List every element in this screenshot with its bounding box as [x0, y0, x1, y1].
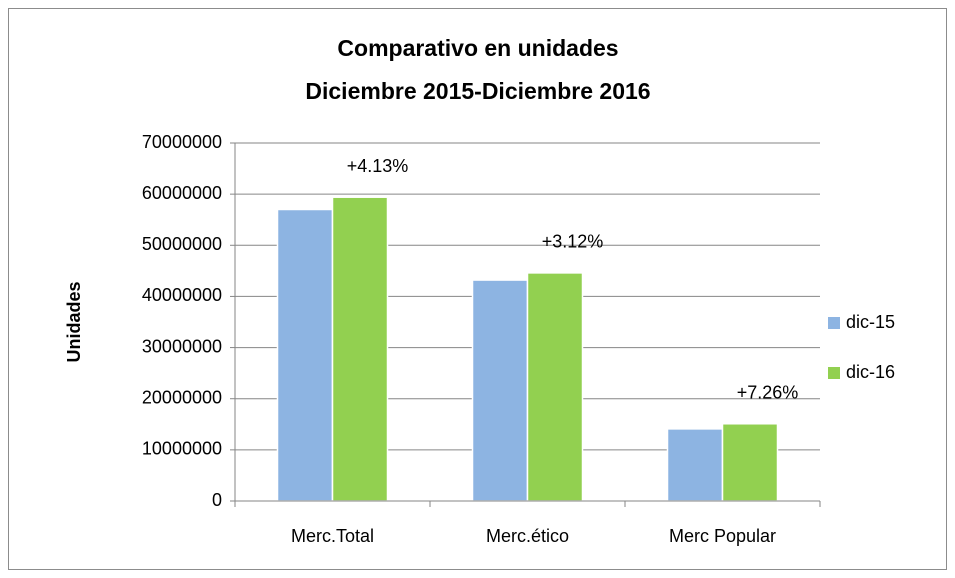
chart-subtitle: Diciembre 2015-Diciembre 2016 — [305, 78, 650, 104]
annotation: +3.12% — [542, 232, 604, 252]
annotation: +7.26% — [737, 383, 799, 403]
x-tick-label: Merc.Total — [291, 526, 374, 546]
y-axis-label: Unidades — [64, 281, 84, 362]
bar — [721, 423, 779, 502]
x-tick-label: Merc.ético — [486, 526, 569, 546]
bar — [276, 208, 334, 502]
y-tick-label: 40000000 — [142, 285, 222, 305]
bar — [526, 272, 584, 502]
bar — [331, 196, 389, 502]
chart-title: Comparativo en unidades — [337, 35, 618, 61]
y-tick-label: 20000000 — [142, 387, 222, 407]
bar — [471, 279, 529, 502]
y-tick-label: 30000000 — [142, 336, 222, 356]
x-tick-label: Merc Popular — [669, 526, 776, 546]
legend-swatch — [828, 317, 840, 329]
y-tick-label: 50000000 — [142, 234, 222, 254]
y-tick-label: 0 — [212, 490, 222, 510]
annotation: +4.13% — [347, 156, 409, 176]
legend-swatch — [828, 367, 840, 379]
legend-label: dic-16 — [846, 362, 895, 382]
legend-label: dic-15 — [846, 312, 895, 332]
y-tick-label: 70000000 — [142, 132, 222, 152]
y-tick-label: 60000000 — [142, 183, 222, 203]
bar — [666, 428, 724, 502]
y-tick-label: 10000000 — [142, 439, 222, 459]
